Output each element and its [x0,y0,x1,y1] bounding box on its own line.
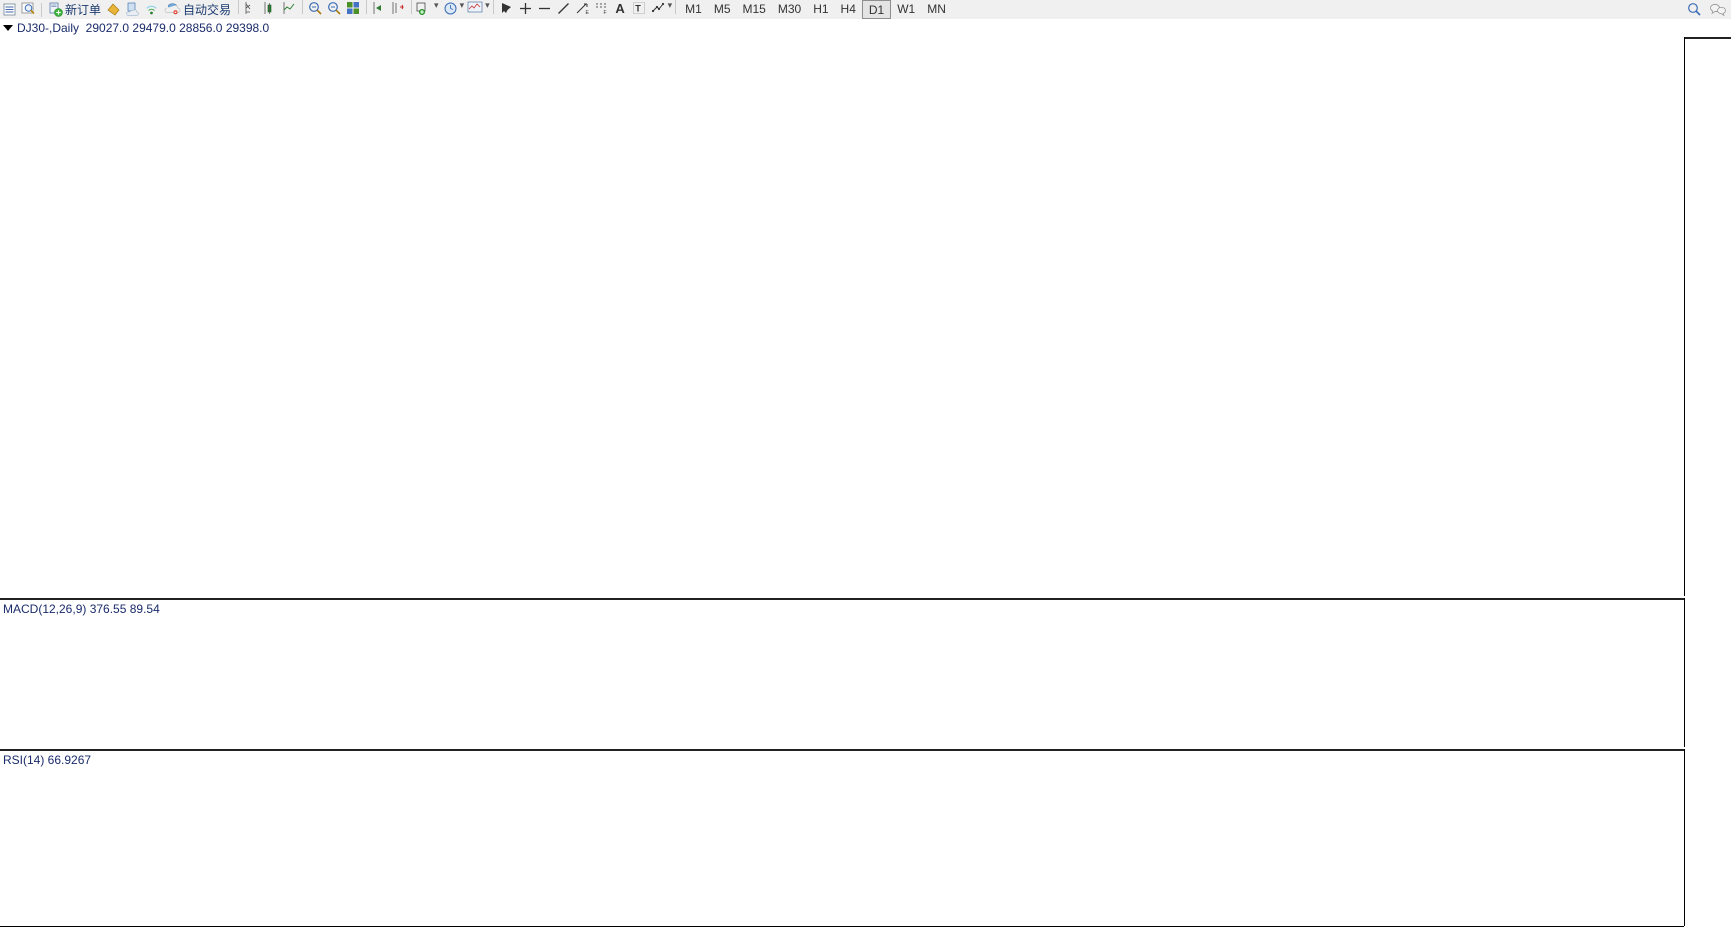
svg-text:F: F [603,10,606,16]
svg-text:T: T [635,4,641,14]
svg-text:E: E [585,10,589,16]
